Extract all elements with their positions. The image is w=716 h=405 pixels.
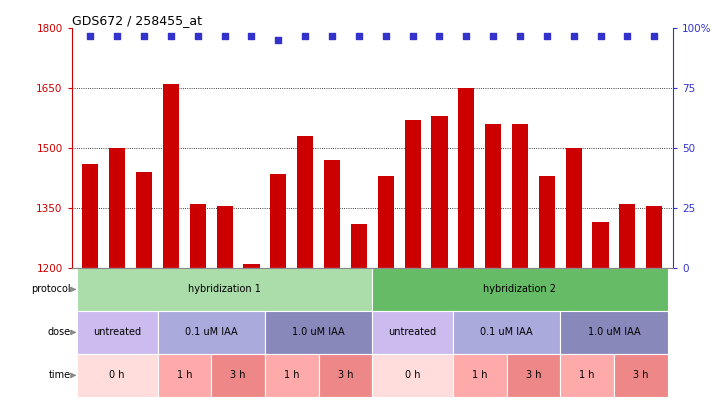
Bar [506, 354, 560, 397]
Bar [405, 120, 421, 268]
Bar [485, 124, 501, 268]
Point [568, 32, 579, 39]
Bar [136, 172, 153, 268]
Bar [453, 354, 507, 397]
Text: untreated: untreated [389, 327, 437, 337]
Point [112, 32, 123, 39]
Bar [77, 268, 372, 311]
Bar [538, 176, 555, 268]
Bar [372, 311, 453, 354]
Text: protocol: protocol [32, 284, 71, 294]
Text: 1.0 uM IAA: 1.0 uM IAA [588, 327, 640, 337]
Point [488, 32, 499, 39]
Bar [211, 354, 265, 397]
Point [541, 32, 553, 39]
Text: 1 h: 1 h [579, 371, 595, 380]
Point [514, 32, 526, 39]
Text: 3 h: 3 h [338, 371, 353, 380]
Point [434, 32, 445, 39]
Text: 1 h: 1 h [472, 371, 488, 380]
Point [649, 32, 660, 39]
Point [299, 32, 311, 39]
Text: 0.1 uM IAA: 0.1 uM IAA [185, 327, 238, 337]
Point [165, 32, 177, 39]
Text: 0 h: 0 h [110, 371, 125, 380]
Bar [265, 354, 319, 397]
Text: time: time [49, 371, 71, 380]
Point [219, 32, 231, 39]
Bar [158, 354, 211, 397]
Point [326, 32, 338, 39]
Bar [319, 354, 372, 397]
Text: GDS672 / 258455_at: GDS672 / 258455_at [72, 14, 202, 27]
Bar [163, 84, 179, 268]
Point [621, 32, 633, 39]
Point [84, 32, 96, 39]
Bar [243, 264, 260, 268]
Bar [372, 268, 667, 311]
Point [273, 37, 284, 44]
Bar [158, 311, 265, 354]
Point [138, 32, 150, 39]
Bar [77, 354, 158, 397]
Bar [77, 311, 158, 354]
Text: 3 h: 3 h [633, 371, 649, 380]
Bar [270, 174, 286, 268]
Point [407, 32, 418, 39]
Bar [324, 160, 340, 268]
Text: hybridization 2: hybridization 2 [483, 284, 556, 294]
Bar [512, 124, 528, 268]
Bar [378, 176, 394, 268]
Text: untreated: untreated [93, 327, 141, 337]
Text: 0 h: 0 h [405, 371, 420, 380]
Text: 1 h: 1 h [177, 371, 192, 380]
Bar [265, 311, 372, 354]
Bar [82, 164, 99, 268]
Point [192, 32, 203, 39]
Bar [560, 354, 614, 397]
Bar [592, 222, 609, 268]
Bar [372, 354, 453, 397]
Point [595, 32, 606, 39]
Bar [190, 204, 206, 268]
Bar [351, 224, 367, 268]
Point [353, 32, 364, 39]
Bar [566, 148, 581, 268]
Point [380, 32, 392, 39]
Bar [110, 148, 125, 268]
Bar [431, 116, 448, 268]
Bar [560, 311, 667, 354]
Bar [458, 88, 475, 268]
Point [460, 32, 472, 39]
Bar [619, 204, 636, 268]
Point [246, 32, 257, 39]
Bar [216, 206, 233, 268]
Text: 1 h: 1 h [284, 371, 299, 380]
Text: 0.1 uM IAA: 0.1 uM IAA [480, 327, 533, 337]
Text: 1.0 uM IAA: 1.0 uM IAA [292, 327, 345, 337]
Text: 3 h: 3 h [526, 371, 541, 380]
Bar [453, 311, 560, 354]
Text: dose: dose [48, 327, 71, 337]
Text: 3 h: 3 h [231, 371, 246, 380]
Text: hybridization 1: hybridization 1 [188, 284, 261, 294]
Bar [646, 206, 662, 268]
Bar [297, 136, 314, 268]
Bar [614, 354, 667, 397]
